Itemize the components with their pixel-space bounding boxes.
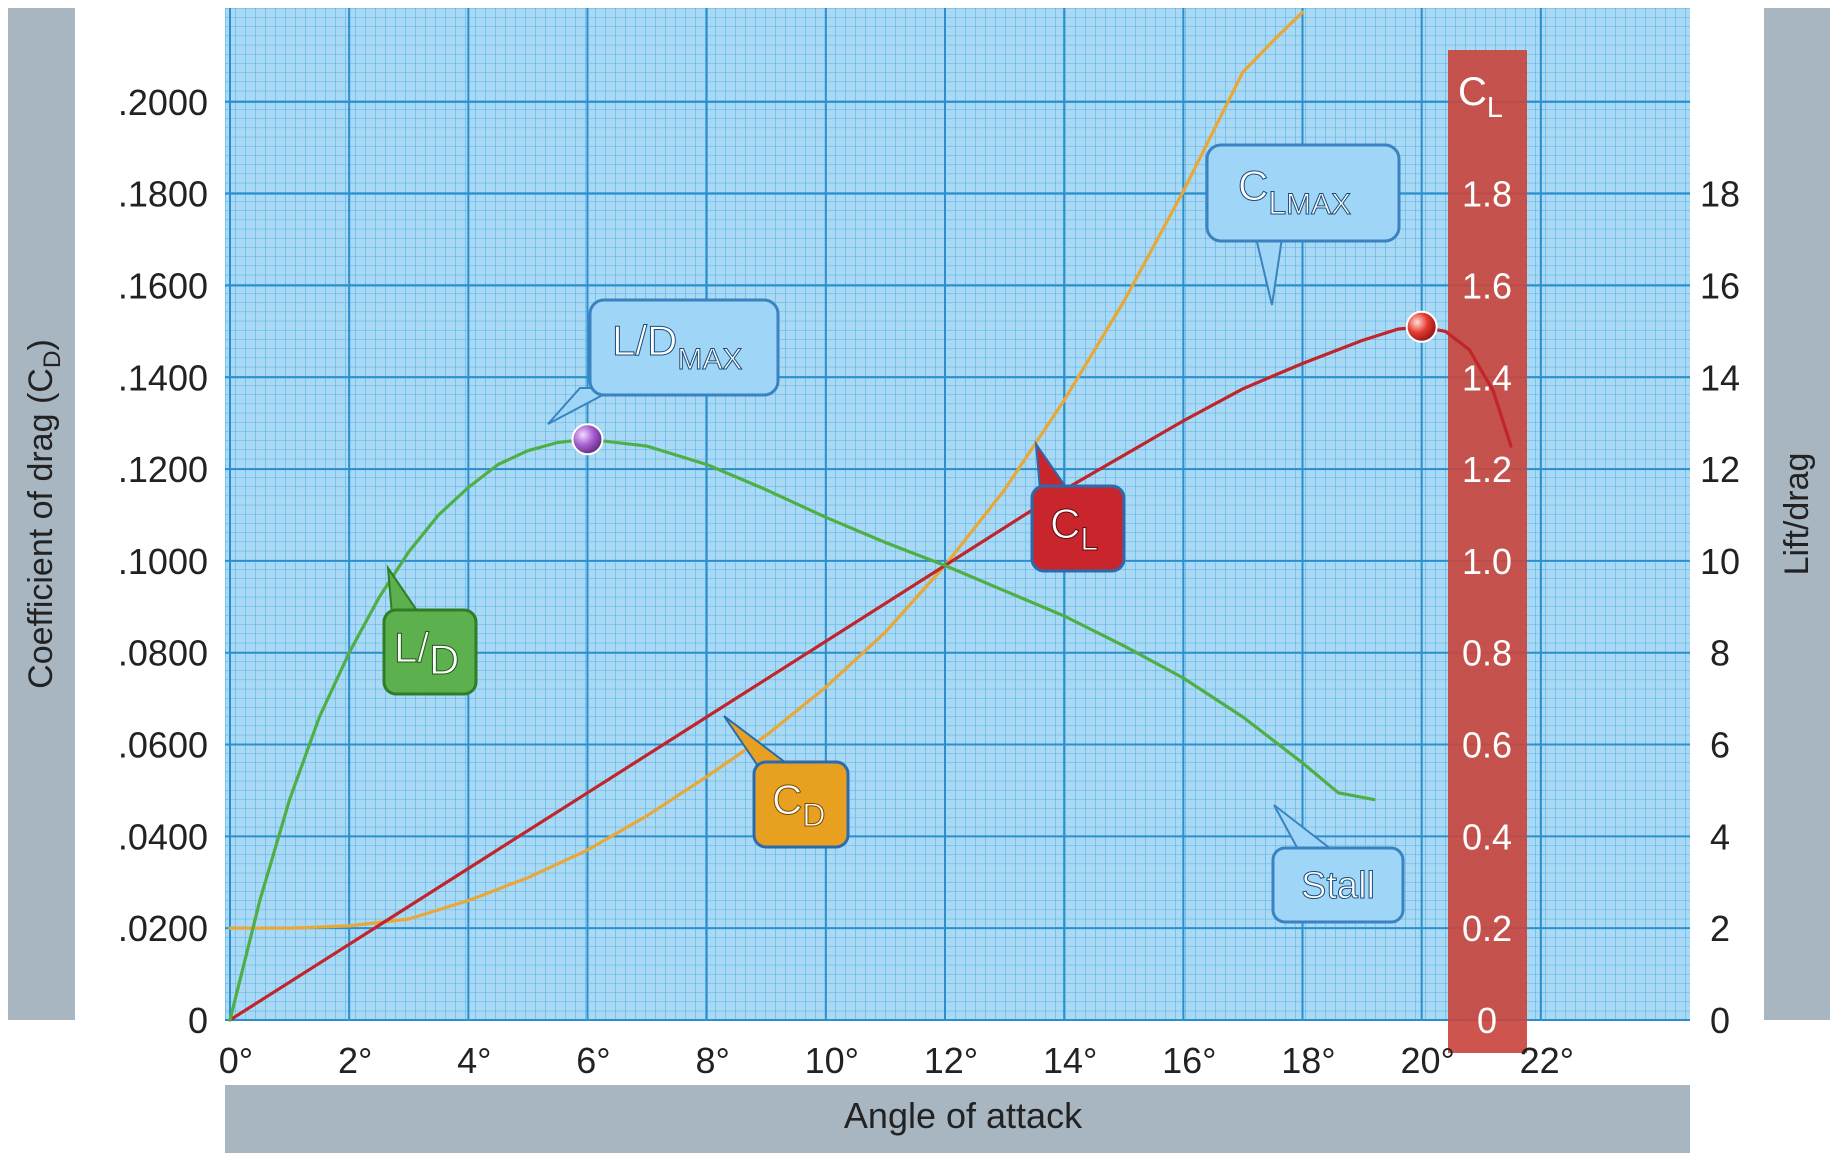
cd-tick-label-4: .0800	[118, 633, 208, 674]
cd-tick-label-10: .2000	[118, 82, 208, 123]
cd-tick-label-0: 0	[188, 1000, 208, 1041]
cl-tick-label-9: 1.8	[1462, 174, 1512, 215]
ld-max-callout-sub: MAX	[677, 343, 742, 376]
ld-callout-sub: D	[429, 636, 459, 683]
cl-axis-title: CL	[1458, 70, 1503, 124]
ld-tick-label-4: 8	[1710, 633, 1730, 674]
cd-curve	[228, 10, 1305, 930]
cd-tick-label-5: .1000	[118, 541, 208, 582]
ld-max-point	[571, 423, 604, 456]
x-tick-label-2: 4°	[457, 1040, 491, 1081]
cl-tick-label-6: 1.2	[1462, 449, 1512, 490]
ld-tick-label-6: 12	[1700, 449, 1740, 490]
cl-max-point	[1405, 310, 1438, 343]
curves	[228, 10, 1513, 1022]
cl-tick-label-8: 1.6	[1462, 265, 1512, 306]
right-axis-panel	[1764, 8, 1830, 1020]
x-tick-label-0: 0°	[219, 1040, 253, 1081]
cl-tick-label-2: 0.4	[1462, 816, 1512, 857]
ld-tick-label-2: 4	[1710, 816, 1730, 857]
svg-text:CD: CD	[772, 776, 825, 833]
ld-callout-main: L/	[394, 624, 429, 671]
stall-callout: Stall	[1271, 804, 1405, 924]
x-tick-label-7: 14°	[1043, 1040, 1097, 1081]
x-tick-label-10: 20°	[1400, 1040, 1454, 1081]
tick-labels: 0 .0200 .0400 .0600 .0800 .1000 .1200 .1400 .160…	[118, 82, 1740, 1081]
ld-tick-label-7: 14	[1700, 357, 1740, 398]
ld-max-callout-main: L/D	[612, 317, 677, 364]
cl-max-callout-sub: L	[1268, 185, 1286, 221]
cd-tick-label-7: .1400	[118, 357, 208, 398]
ld-curve	[228, 437, 1376, 1022]
ld-tick-label-0: 0	[1710, 1000, 1730, 1041]
x-tick-label-5: 10°	[805, 1040, 859, 1081]
marker-points	[571, 310, 1438, 456]
cd-tick-label-8: .1600	[118, 265, 208, 306]
cl-callout-sub: L	[1080, 521, 1098, 557]
cl-max-callout-sub2: MAX	[1286, 188, 1351, 221]
x-axis-label: Angle of attack	[844, 1095, 1083, 1136]
x-tick-label-8: 16°	[1162, 1040, 1216, 1081]
cd-callout-main: C	[772, 776, 802, 823]
cl-curve	[228, 325, 1513, 1022]
left-axis-panel	[8, 8, 75, 1020]
plot-area	[225, 8, 1690, 1021]
cd-callout: CD	[723, 715, 850, 849]
x-axis-panel	[225, 1085, 1690, 1153]
x-tick-label-9: 18°	[1281, 1040, 1335, 1081]
svg-text:L/DMAX: L/DMAX	[612, 317, 742, 376]
cl-tick-label-5: 1.0	[1462, 541, 1512, 582]
cl-tick-label-1: 0.2	[1462, 908, 1512, 949]
cd-callout-sub: D	[802, 797, 825, 833]
ld-tick-label-3: 6	[1710, 725, 1730, 766]
svg-text:CLMAX: CLMAX	[1238, 162, 1351, 221]
ld-max-callout: L/DMAX	[547, 298, 780, 425]
cl-callout-main: C	[1050, 500, 1080, 547]
cd-tick-label-3: .0600	[118, 725, 208, 766]
svg-text:L/D: L/D	[394, 624, 459, 683]
cl-callout: CL	[1030, 440, 1126, 573]
stall-callout-text: Stall	[1301, 865, 1375, 907]
ld-tick-label-9: 18	[1700, 174, 1740, 215]
ld-callout: L/D	[382, 564, 478, 696]
cl-tick-label-7: 1.4	[1462, 357, 1512, 398]
ld-tick-label-8: 16	[1700, 265, 1740, 306]
x-tick-label-3: 6°	[576, 1040, 610, 1081]
x-tick-label-4: 8°	[695, 1040, 729, 1081]
cl-tick-label-4: 0.8	[1462, 633, 1512, 674]
x-tick-label-1: 2°	[338, 1040, 372, 1081]
cd-tick-label-1: .0200	[118, 908, 208, 949]
cl-max-callout: CLMAX	[1205, 143, 1401, 306]
svg-text:CL: CL	[1050, 500, 1098, 557]
cd-tick-label-2: .0400	[118, 816, 208, 857]
cd-tick-label-9: .1800	[118, 174, 208, 215]
ld-tick-label-5: 10	[1700, 541, 1740, 582]
ld-tick-label-1: 2	[1710, 908, 1730, 949]
y-axis-label-right: Lift/drag	[1778, 453, 1816, 576]
cl-max-callout-main: C	[1238, 162, 1268, 209]
y-axis-label-left: Coefficient of drag (CD)	[22, 339, 66, 689]
cl-tick-label-0: 0	[1477, 1000, 1497, 1041]
cd-tick-label-6: .1200	[118, 449, 208, 490]
cl-axis-band	[1448, 50, 1527, 1053]
cl-tick-label-3: 0.6	[1462, 725, 1512, 766]
x-tick-label-11: 22°	[1520, 1040, 1574, 1081]
x-tick-label-6: 12°	[924, 1040, 978, 1081]
